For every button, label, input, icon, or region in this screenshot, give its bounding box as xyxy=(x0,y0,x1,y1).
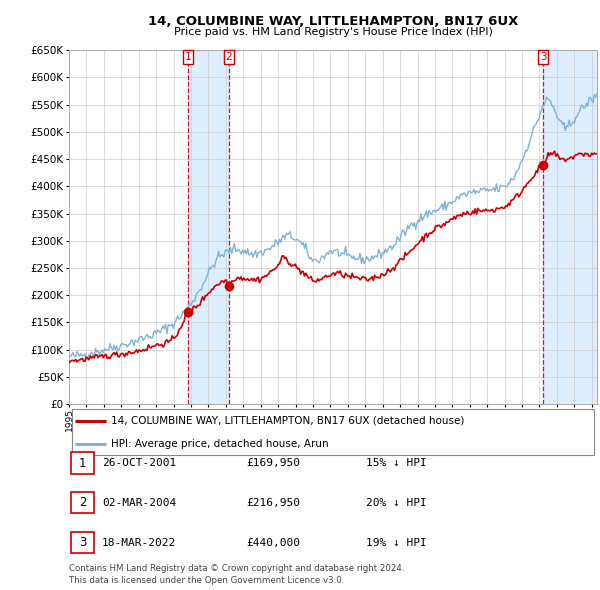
Text: 14, COLUMBINE WAY, LITTLEHAMPTON, BN17 6UX: 14, COLUMBINE WAY, LITTLEHAMPTON, BN17 6… xyxy=(148,15,518,28)
Text: 1: 1 xyxy=(79,457,86,470)
Text: HPI: Average price, detached house, Arun: HPI: Average price, detached house, Arun xyxy=(111,439,329,449)
Text: Contains HM Land Registry data © Crown copyright and database right 2024.: Contains HM Land Registry data © Crown c… xyxy=(69,565,404,573)
FancyBboxPatch shape xyxy=(71,409,595,455)
Text: £440,000: £440,000 xyxy=(246,538,300,548)
Text: 14, COLUMBINE WAY, LITTLEHAMPTON, BN17 6UX (detached house): 14, COLUMBINE WAY, LITTLEHAMPTON, BN17 6… xyxy=(111,415,464,425)
Text: 20% ↓ HPI: 20% ↓ HPI xyxy=(366,498,427,507)
Text: £169,950: £169,950 xyxy=(246,458,300,468)
Text: 02-MAR-2004: 02-MAR-2004 xyxy=(102,498,176,507)
Text: 18-MAR-2022: 18-MAR-2022 xyxy=(102,538,176,548)
Bar xyxy=(188,50,229,404)
Bar xyxy=(543,50,597,404)
Text: 26-OCT-2001: 26-OCT-2001 xyxy=(102,458,176,468)
Text: 2: 2 xyxy=(226,52,232,62)
Text: £216,950: £216,950 xyxy=(246,498,300,507)
Text: 15% ↓ HPI: 15% ↓ HPI xyxy=(366,458,427,468)
Text: This data is licensed under the Open Government Licence v3.0.: This data is licensed under the Open Gov… xyxy=(69,576,344,585)
Text: 1: 1 xyxy=(185,52,191,62)
FancyBboxPatch shape xyxy=(71,492,94,513)
Text: Price paid vs. HM Land Registry's House Price Index (HPI): Price paid vs. HM Land Registry's House … xyxy=(173,27,493,37)
Text: 2: 2 xyxy=(79,496,86,509)
Text: 19% ↓ HPI: 19% ↓ HPI xyxy=(366,538,427,548)
Text: 3: 3 xyxy=(540,52,547,62)
FancyBboxPatch shape xyxy=(71,453,94,474)
Text: 3: 3 xyxy=(79,536,86,549)
FancyBboxPatch shape xyxy=(71,532,94,553)
